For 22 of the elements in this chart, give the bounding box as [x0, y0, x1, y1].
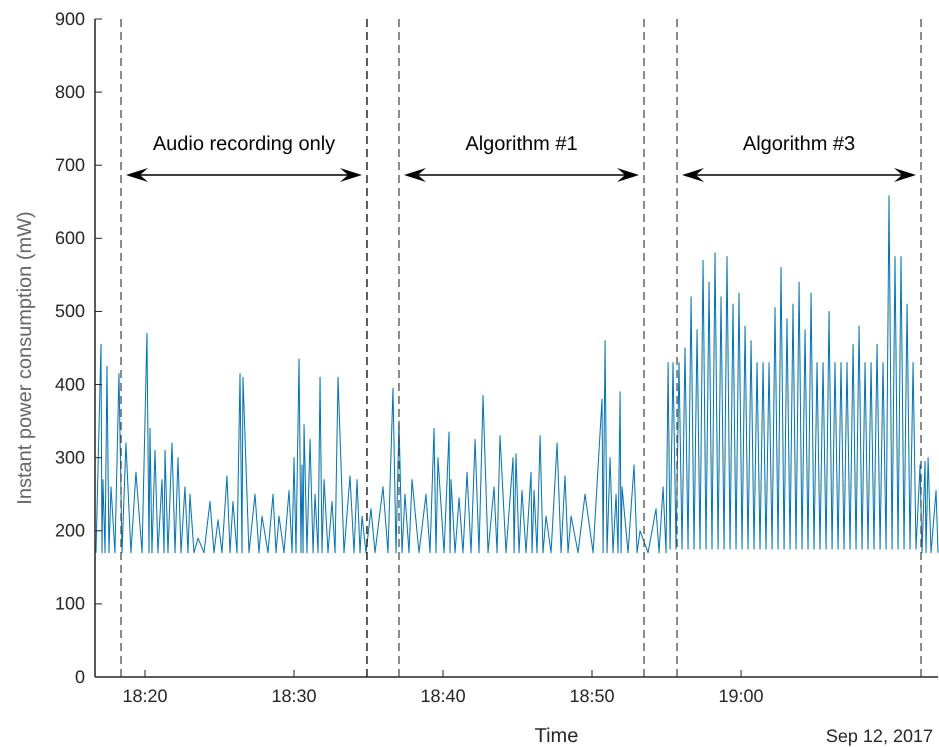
y-tick-label: 0	[74, 666, 85, 687]
line-series	[95, 195, 938, 554]
y-tick-label: 800	[54, 82, 85, 102]
y-tick-label: 200	[54, 520, 85, 541]
x-tick-label: 18:30	[271, 686, 317, 706]
annotation: Algorithm #3	[742, 133, 856, 155]
y-tick-label: 600	[54, 228, 85, 248]
y-axis-title: Instant power consumption (mW)	[14, 211, 36, 505]
text: Sep 12, 2017	[826, 726, 933, 746]
x-tick-label: 18:50	[569, 686, 615, 706]
x-tick-label: 19:00	[718, 686, 764, 706]
y-tick-label: 300	[54, 447, 85, 468]
x-axis-title: Time	[534, 725, 578, 747]
y-tick-label: 700	[54, 154, 85, 175]
y-tick-label: 900	[54, 8, 85, 29]
y-tick-label: 500	[54, 301, 85, 322]
annotation: Audio recording only	[152, 133, 336, 155]
annotation: Algorithm #1	[465, 133, 578, 155]
y-tick-label: 400	[54, 374, 85, 394]
x-tick-label: 18:20	[122, 686, 168, 706]
x-tick-label: 18:40	[420, 686, 466, 706]
y-tick-label: 100	[54, 594, 85, 614]
